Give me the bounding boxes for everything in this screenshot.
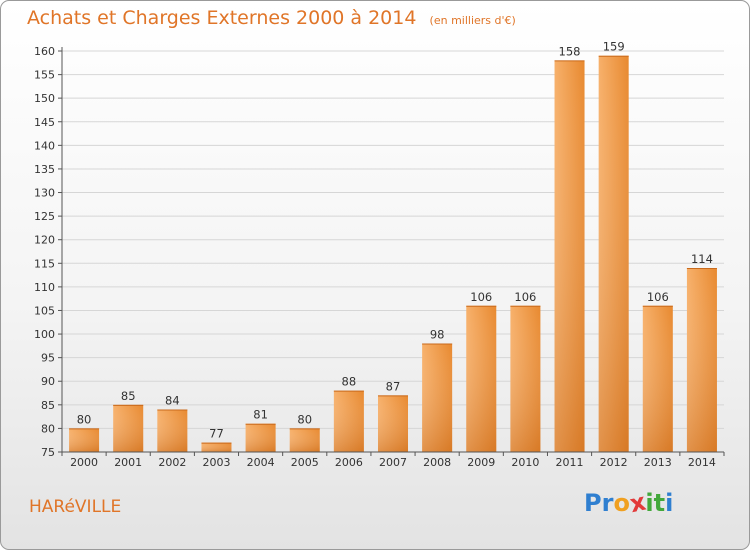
bar-group [642, 305, 673, 452]
data-label: 80 [77, 412, 92, 426]
bar-group [377, 395, 409, 452]
bar-group [289, 428, 320, 452]
y-axis: 75 80 85 90 95 100 105 110 115 120 125 130 135 140 145… [34, 45, 63, 459]
data-label: 159 [603, 40, 625, 54]
x-tick-label: 2004 [247, 456, 275, 469]
bar-group [466, 305, 497, 452]
x-tick-label: 2006 [335, 456, 363, 469]
bar-group [510, 305, 541, 452]
bar-shade [69, 428, 100, 452]
x-tick-label: 2013 [644, 456, 672, 469]
data-label: 158 [559, 44, 581, 58]
proxiti-logo: Proxiti [584, 488, 674, 519]
bar-shade [157, 409, 188, 452]
data-label: 106 [514, 290, 536, 304]
chart-subtitle: (en milliers d'€) [429, 14, 516, 27]
logo-letter: r [601, 489, 614, 517]
data-label: 80 [297, 412, 312, 426]
bar-shade [245, 423, 276, 452]
bar-group [245, 423, 276, 452]
bar-shade [686, 268, 717, 452]
data-label: 88 [342, 375, 357, 389]
bar-shade [598, 55, 629, 452]
y-tick-label: 135 [34, 163, 55, 176]
chart-title: Achats et Charges Externes 2000 à 2014 [27, 7, 417, 29]
x-tick-label: 2001 [114, 456, 142, 469]
x-tick-label: 2009 [467, 456, 495, 469]
y-tick-label: 125 [34, 210, 55, 223]
bar-group [113, 404, 144, 452]
y-tick-label: 120 [34, 234, 55, 247]
bar-shade [466, 305, 497, 452]
bar-group [598, 55, 629, 452]
data-label: 106 [647, 290, 669, 304]
bar-shade [642, 305, 673, 452]
bar-shade [113, 404, 144, 452]
bar-shade [377, 395, 409, 452]
y-tick-label: 80 [41, 422, 55, 435]
bar-group [422, 343, 453, 452]
data-label: 87 [386, 379, 401, 393]
x-tick-label: 2011 [556, 456, 584, 469]
x-axis: 2000 2001 2002 2003 2004 2005 2006 2007 2008 2009… [61, 451, 725, 469]
bar-shade [554, 60, 585, 452]
bar-shade [510, 305, 541, 452]
y-tick-label: 85 [41, 399, 55, 412]
x-tick-label: 2005 [291, 456, 319, 469]
bar-shade [201, 442, 232, 452]
y-tick-label: 150 [34, 92, 55, 105]
y-tick-label: 90 [41, 375, 55, 388]
bar-shade [333, 390, 364, 452]
y-tick-label: 95 [41, 352, 55, 365]
bars [69, 55, 717, 452]
logo-letter: o [613, 489, 630, 517]
logo-letter: t [653, 489, 666, 517]
x-tick-label: 2003 [202, 456, 230, 469]
title-row: Achats et Charges Externes 2000 à 2014 (… [27, 7, 516, 29]
town-name: HARéVILLE [29, 497, 122, 517]
y-tick-label: 155 [34, 69, 55, 82]
x-tick-label: 2012 [600, 456, 628, 469]
y-tick-label: 160 [34, 45, 55, 58]
x-tick-label: 2010 [511, 456, 539, 469]
bar-group [686, 268, 717, 452]
logo-letter: i [645, 489, 654, 517]
data-labels: 80 85 84 77 81 80 88 87 98 106 106 158 159 106 114 [77, 40, 713, 441]
y-tick-label: 75 [41, 446, 55, 459]
x-tick-label: 2007 [379, 456, 407, 469]
y-tick-label: 100 [34, 328, 55, 341]
logo-letter: i [665, 489, 674, 517]
x-tick-label: 2014 [688, 456, 716, 469]
data-label: 98 [430, 327, 445, 341]
x-tick-label: 2000 [70, 456, 98, 469]
data-label: 84 [165, 394, 180, 408]
x-tick-label: 2002 [158, 456, 186, 469]
x-tick-label: 2008 [423, 456, 451, 469]
data-label: 85 [121, 389, 136, 403]
bar-group [69, 428, 100, 452]
data-label: 106 [470, 290, 492, 304]
bar-group [554, 60, 585, 452]
bar-group [201, 442, 232, 452]
y-tick-label: 145 [34, 116, 55, 129]
data-label: 77 [209, 427, 224, 441]
logo-letter: P [584, 489, 602, 517]
y-tick-label: 105 [34, 304, 55, 317]
y-tick-label: 140 [34, 139, 55, 152]
y-tick-label: 130 [34, 187, 55, 200]
bar-group [333, 390, 364, 452]
bar-group [157, 409, 188, 452]
data-label: 114 [691, 252, 713, 266]
bar-shade [422, 343, 453, 452]
bar-shade [289, 428, 320, 452]
y-tick-label: 110 [34, 281, 55, 294]
y-tick-label: 115 [34, 257, 55, 270]
data-label: 81 [253, 408, 268, 422]
